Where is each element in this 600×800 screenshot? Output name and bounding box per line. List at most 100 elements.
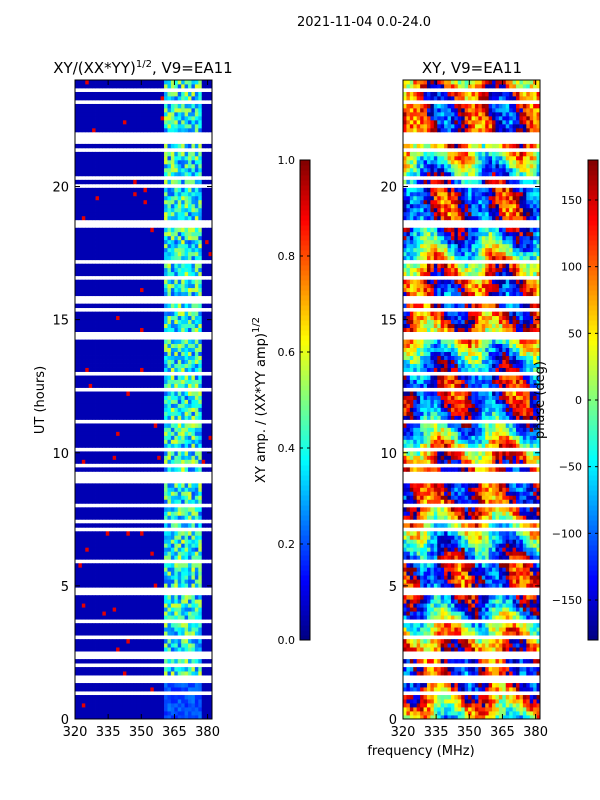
amplitude-cell <box>153 399 158 404</box>
amplitude-cell <box>194 287 199 293</box>
amplitude-cell <box>112 91 117 97</box>
amplitude-cell <box>88 339 93 344</box>
amplitude-cell <box>150 251 155 257</box>
amplitude-cell <box>201 291 206 297</box>
amplitude-cell <box>198 359 203 364</box>
amplitude-cell <box>116 239 120 245</box>
amplitude-cell <box>208 211 213 217</box>
amplitude-cell <box>157 359 162 364</box>
amplitude-cell <box>164 643 168 648</box>
amplitude-cell <box>150 539 155 544</box>
amplitude-cell <box>157 403 162 408</box>
amplitude-cell <box>205 647 209 652</box>
amplitude-cell <box>95 395 100 400</box>
amplitude-cell <box>143 107 148 113</box>
amplitude-cell <box>119 123 124 129</box>
amplitude-cell <box>136 291 141 297</box>
amplitude-cell <box>146 359 151 364</box>
y-tick-label: 10 <box>52 447 69 462</box>
amplitude-cell <box>126 107 131 113</box>
amplitude-cell <box>112 271 117 277</box>
amplitude-cell <box>109 615 114 620</box>
amplitude-cell <box>191 151 196 157</box>
amplitude-cell <box>109 659 114 664</box>
amplitude-cell <box>205 163 209 169</box>
amplitude-cell <box>136 511 141 516</box>
amplitude-cell <box>181 671 185 676</box>
amplitude-cell <box>78 711 83 716</box>
amplitude-cell <box>88 195 93 201</box>
amplitude-cell <box>184 487 189 492</box>
amplitude-cell <box>98 599 103 604</box>
amplitude-cell <box>153 171 158 177</box>
amplitude-cell <box>136 399 141 404</box>
amplitude-cell <box>205 319 209 325</box>
amplitude-cell <box>188 291 192 297</box>
amplitude-cell <box>136 543 141 548</box>
amplitude-cell <box>160 431 165 436</box>
amplitude-cell <box>95 427 100 432</box>
amplitude-cell <box>122 243 127 249</box>
amplitude-cell <box>174 187 179 193</box>
amplitude-cell <box>75 599 79 604</box>
amplitude-cell <box>75 379 79 384</box>
amplitude-cell <box>160 255 165 261</box>
amplitude-cell <box>119 507 124 512</box>
amplitude-cell <box>92 159 96 165</box>
amplitude-cell <box>92 467 96 472</box>
amplitude-cell <box>81 163 86 169</box>
amplitude-cell <box>205 151 209 157</box>
amplitude-cell <box>102 643 107 648</box>
amplitude-cell <box>122 543 127 548</box>
amplitude-cell <box>191 715 196 720</box>
amplitude-cell <box>153 119 158 125</box>
amplitude-cell <box>164 287 168 293</box>
amplitude-cell <box>208 523 213 528</box>
amplitude-cell <box>88 535 93 540</box>
amplitude-cell <box>92 427 96 432</box>
amplitude-cell <box>177 207 182 213</box>
amplitude-cell <box>105 435 110 440</box>
amplitude-cell <box>133 243 138 249</box>
amplitude-cell <box>109 631 114 636</box>
amplitude-cell <box>191 187 196 193</box>
amplitude-cell <box>150 407 155 412</box>
amplitude-cell <box>105 439 110 444</box>
amplitude-cell <box>122 155 127 161</box>
amplitude-cell <box>157 555 162 560</box>
amplitude-cell <box>116 595 120 600</box>
amplitude-cell <box>160 511 165 516</box>
amplitude-cell <box>78 343 83 348</box>
amplitude-cell <box>92 391 96 396</box>
amplitude-cell <box>81 243 86 249</box>
amplitude-cell <box>85 439 90 444</box>
amplitude-cell <box>126 111 131 117</box>
amplitude-cell <box>164 327 168 333</box>
amplitude-cell <box>133 375 138 380</box>
colorbar-segment <box>300 625 310 631</box>
amplitude-cell <box>75 251 79 257</box>
amplitude-cell <box>136 599 141 604</box>
amplitude-cell <box>153 247 158 253</box>
amplitude-cell <box>112 595 117 600</box>
amplitude-cell <box>92 571 96 576</box>
amplitude-cell <box>146 279 151 285</box>
amplitude-cell <box>75 511 79 516</box>
amplitude-cell <box>143 495 148 500</box>
amplitude-cell <box>164 367 168 372</box>
amplitude-cell <box>136 363 141 368</box>
amplitude-cell <box>146 383 151 388</box>
colorbar-segment <box>300 285 310 291</box>
amplitude-cell <box>95 515 100 520</box>
amplitude-cell <box>157 551 162 556</box>
colorbar-segment <box>300 590 310 596</box>
amplitude-cell <box>157 195 162 201</box>
amplitude-cell <box>146 595 151 600</box>
amplitude-cell <box>174 235 179 241</box>
amplitude-cell <box>167 83 172 89</box>
amplitude-cell <box>126 607 131 612</box>
amplitude-cell <box>119 695 124 700</box>
amplitude-cell <box>126 215 131 221</box>
amplitude-cell <box>112 551 117 556</box>
amplitude-cell <box>150 347 155 352</box>
